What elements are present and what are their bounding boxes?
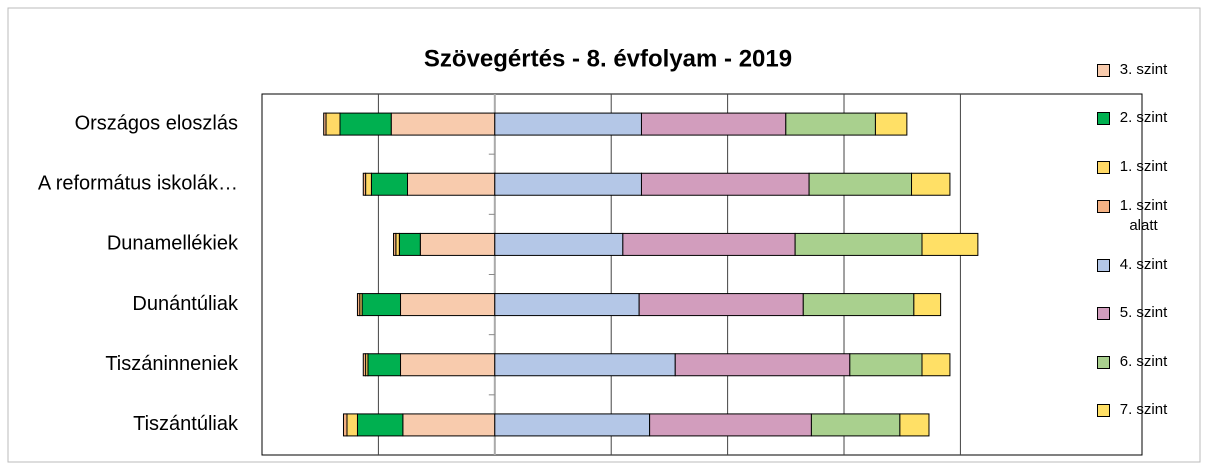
- bar-segment: [849, 353, 923, 377]
- chart-title: Szövegértés - 8. évfolyam - 2019: [424, 45, 792, 72]
- legend-item: 3. szint: [1097, 60, 1173, 80]
- bar-segment: [494, 172, 642, 196]
- bar-segment: [494, 353, 676, 377]
- legend-swatch: [1097, 356, 1110, 369]
- bar-segment: [370, 172, 409, 196]
- bar-segment: [874, 112, 908, 136]
- legend-swatch: [1097, 64, 1110, 77]
- bar-segment: [921, 232, 979, 256]
- bar-segment: [649, 413, 812, 437]
- legend-item: 1. szint: [1097, 157, 1173, 177]
- bar-segment: [674, 353, 851, 377]
- bar-segment: [402, 413, 496, 437]
- bar-segment: [407, 172, 496, 196]
- legend-label: 5. szint: [1119, 304, 1168, 321]
- plot-area: [261, 93, 1143, 456]
- legend-swatch: [1097, 161, 1110, 174]
- bar-segment: [339, 112, 392, 136]
- bar-segment: [390, 112, 496, 136]
- bar-segment: [346, 413, 358, 437]
- legend-label: 7. szint: [1119, 401, 1168, 418]
- legend-item: 6. szint: [1097, 352, 1173, 372]
- bar-segment: [802, 293, 915, 317]
- legend-label: 6. szint: [1119, 353, 1168, 370]
- bar-segment: [794, 232, 923, 256]
- bar-segment: [362, 172, 367, 196]
- bar-segment: [342, 413, 348, 437]
- bar-segment: [323, 112, 327, 136]
- legend-label: 3. szint: [1119, 61, 1168, 78]
- bar-segment: [494, 293, 640, 317]
- bar-segment: [494, 232, 624, 256]
- y-tick-label: Dunántúliak: [132, 293, 239, 315]
- legend-item: 7. szint: [1097, 400, 1173, 420]
- legend-swatch: [1097, 307, 1110, 320]
- legend-swatch: [1097, 259, 1110, 272]
- y-tick-label: Országos eloszlás: [75, 112, 238, 134]
- legend-swatch: [1097, 200, 1110, 213]
- y-tick-label: A református iskolák…: [38, 173, 238, 195]
- y-tick-label: Dunamellékiek: [107, 233, 239, 255]
- bar-segment: [494, 413, 651, 437]
- bar-segment: [367, 353, 402, 377]
- bar-segment: [640, 172, 810, 196]
- bar-segment: [810, 413, 901, 437]
- bar-segment: [913, 293, 942, 317]
- y-tick-label: Tiszáninneniek: [105, 353, 239, 375]
- legend-label: 1. szint alatt: [1119, 197, 1168, 234]
- bar-segment: [494, 112, 642, 136]
- bar-segment: [419, 232, 496, 256]
- bar-segment: [393, 232, 397, 256]
- bar-segment: [785, 112, 876, 136]
- bar-segment: [921, 353, 951, 377]
- bar-segment: [899, 413, 930, 437]
- bar-segment: [356, 413, 404, 437]
- bar-segment: [362, 353, 367, 377]
- bar-segment: [808, 172, 913, 196]
- legend-item: 2. szint: [1097, 108, 1173, 128]
- bar-segment: [400, 353, 496, 377]
- legend-swatch: [1097, 404, 1110, 417]
- legend-item: 5. szint: [1097, 303, 1173, 323]
- bar-segment: [361, 293, 402, 317]
- legend-swatch: [1097, 112, 1110, 125]
- bar-segment: [395, 232, 400, 256]
- legend-label: 4. szint: [1119, 256, 1168, 273]
- legend-item: 4. szint: [1097, 255, 1173, 275]
- legend-label: 1. szint: [1119, 158, 1168, 175]
- bar-segment: [398, 232, 421, 256]
- bar-segment: [640, 112, 787, 136]
- legend-item: 1. szint alatt: [1097, 196, 1173, 236]
- bar-segment: [911, 172, 951, 196]
- bar-segment: [400, 293, 496, 317]
- bar-segment: [638, 293, 804, 317]
- bar-segment: [365, 172, 372, 196]
- legend-label: 2. szint: [1119, 109, 1168, 126]
- y-tick-label: Tiszántúliak: [133, 413, 239, 435]
- bar-segment: [356, 293, 361, 317]
- bar-segment: [622, 232, 796, 256]
- bar-segment: [325, 112, 341, 136]
